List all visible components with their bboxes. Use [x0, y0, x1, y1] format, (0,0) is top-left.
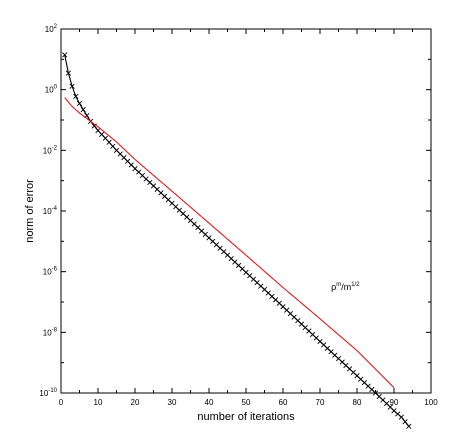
x-tick-label: 70	[316, 398, 325, 407]
y-tick-exponent: -2	[52, 145, 58, 151]
y-tick-label: 10-8	[43, 327, 58, 337]
series-line	[64, 54, 410, 427]
series-line	[64, 97, 395, 389]
y-tick-base: 10	[43, 146, 52, 155]
x-tick-label: 0	[59, 398, 64, 407]
y-tick-base: 10	[43, 207, 52, 216]
x-tick-label: 20	[131, 398, 140, 407]
x-tick-label: 100	[424, 398, 438, 407]
y-tick-label: 10-10	[39, 388, 57, 398]
data-point-marker	[91, 123, 97, 129]
data-point-marker	[406, 423, 412, 429]
series-0	[62, 52, 412, 429]
data-point-marker	[102, 135, 109, 141]
y-tick-exponent: 2	[54, 24, 58, 30]
series-layer	[62, 52, 412, 429]
data-point-marker	[73, 93, 79, 100]
plot-frame	[60, 28, 432, 394]
y-tick-exponent: -8	[52, 327, 58, 333]
y-tick-base: 10	[45, 86, 54, 95]
y-axis-label: norm of error	[24, 179, 36, 243]
x-axis: 0 10 20 30 40 50 60 70 80 90 100	[59, 29, 438, 407]
annotation-base: ρ	[331, 282, 336, 292]
y-tick-exponent: -10	[48, 388, 57, 394]
data-point-marker	[106, 139, 112, 145]
y-tick-exponent: -6	[52, 267, 58, 273]
data-point-marker	[62, 52, 68, 58]
annotation-sup2: 1/2	[351, 282, 360, 288]
y-tick-base: 10	[43, 328, 52, 337]
annotation-mid: /m	[341, 282, 351, 292]
y-tick-base: 10	[45, 25, 54, 34]
y-tick-exponent: 0	[54, 85, 58, 91]
data-point-marker	[69, 83, 75, 89]
y-tick-label: 10-4	[43, 206, 58, 216]
data-point-marker	[65, 70, 72, 76]
data-point-marker	[110, 143, 116, 149]
y-tick-label: 10-2	[43, 145, 58, 155]
y-tick-label: 102	[45, 24, 58, 34]
x-tick-label: 50	[242, 398, 251, 407]
y-tick-label: 100	[45, 85, 58, 95]
y-tick-exponent: -4	[52, 206, 58, 212]
data-point-marker	[398, 414, 405, 420]
x-tick-label: 10	[94, 398, 103, 407]
y-tick-base: 10	[39, 389, 48, 398]
x-tick-label: 90	[390, 398, 399, 407]
annotation-sup1: m	[336, 282, 341, 288]
x-tick-label: 40	[205, 398, 214, 407]
series-1	[64, 97, 395, 389]
curve-annotation: ρm/m1/2	[331, 282, 360, 292]
y-tick-label: 10-6	[43, 267, 58, 277]
y-tick-base: 10	[43, 268, 52, 277]
x-tick-label: 60	[279, 398, 288, 407]
data-point-marker	[402, 419, 408, 425]
data-point-marker	[80, 106, 86, 113]
x-axis-label: number of iterations	[197, 411, 295, 423]
x-tick-label: 80	[353, 398, 362, 407]
data-point-marker	[76, 100, 83, 107]
x-tick-label: 30	[168, 398, 177, 407]
